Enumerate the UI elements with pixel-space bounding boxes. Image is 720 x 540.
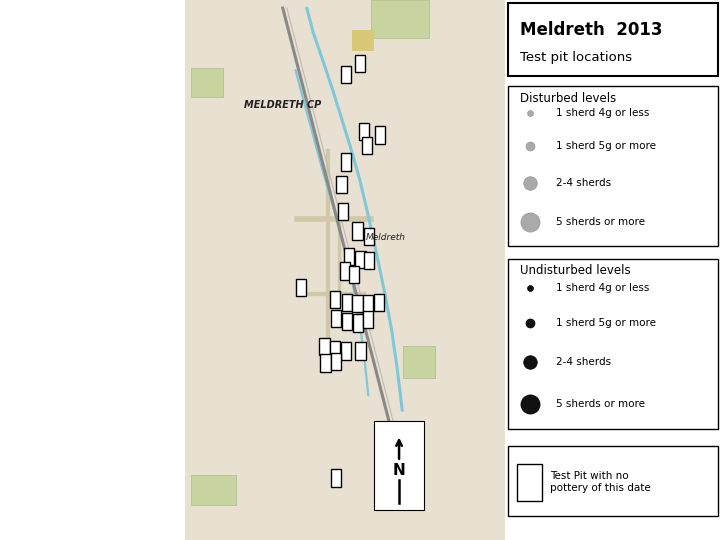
Bar [338, 203, 348, 220]
Point [524, 357, 536, 366]
Text: 2-4 sherds: 2-4 sherds [556, 178, 611, 187]
Bar [352, 295, 363, 312]
Bar [330, 341, 340, 359]
Bar [330, 291, 340, 308]
Point [524, 141, 536, 150]
Bar [374, 294, 384, 311]
Text: MELDRETH CP: MELDRETH CP [244, 100, 322, 110]
Bar [349, 266, 359, 283]
Bar [340, 262, 351, 280]
Bar [356, 251, 366, 268]
Bar [342, 294, 352, 311]
Bar [336, 176, 346, 193]
Bar [351, 30, 374, 51]
Bar [344, 248, 354, 265]
Bar [359, 123, 369, 140]
Bar [342, 313, 352, 330]
Text: 5 sherds or more: 5 sherds or more [556, 218, 645, 227]
Text: 2-4 sherds: 2-4 sherds [556, 357, 611, 367]
Text: Meldreth: Meldreth [366, 233, 406, 242]
Bar [341, 66, 351, 83]
Text: 1 sherd 5g or more: 1 sherd 5g or more [556, 141, 656, 151]
Bar [374, 126, 385, 144]
Bar [352, 222, 363, 240]
Bar [354, 55, 365, 72]
Bar [330, 310, 341, 327]
Text: Undisturbed levels: Undisturbed levels [521, 264, 631, 276]
Bar [363, 311, 374, 328]
Bar [508, 3, 718, 76]
Bar [341, 342, 351, 360]
Text: 5 sherds or more: 5 sherds or more [556, 399, 645, 409]
Point [524, 218, 536, 227]
Text: N: N [392, 463, 405, 478]
Text: Meldreth  2013: Meldreth 2013 [521, 21, 663, 39]
Bar [320, 354, 330, 372]
Bar [403, 346, 435, 378]
Text: Test Pit with no
pottery of this date: Test Pit with no pottery of this date [551, 471, 652, 493]
Bar [364, 228, 374, 245]
Bar [363, 295, 374, 312]
Text: 1 sherd 4g or less: 1 sherd 4g or less [556, 109, 649, 118]
Point [524, 178, 536, 187]
Bar [356, 342, 366, 360]
Bar [331, 469, 341, 487]
Bar [341, 153, 351, 171]
Point [524, 284, 536, 292]
Bar [362, 137, 372, 154]
Bar [296, 279, 306, 296]
Bar [371, 0, 428, 38]
Point [524, 109, 536, 118]
Text: 1 sherd 5g or more: 1 sherd 5g or more [556, 318, 656, 328]
Text: 1 sherd 4g or less: 1 sherd 4g or less [556, 283, 649, 293]
Bar [353, 314, 363, 332]
Bar [192, 475, 236, 505]
Text: Test pit locations: Test pit locations [521, 51, 633, 64]
Bar [192, 68, 223, 97]
Point [524, 319, 536, 327]
Bar [374, 421, 424, 510]
Point [524, 400, 536, 408]
Text: Disturbed levels: Disturbed levels [521, 92, 617, 105]
Bar [508, 259, 718, 429]
Bar [508, 86, 718, 246]
Bar [517, 464, 542, 501]
Bar [364, 252, 374, 269]
Bar [508, 446, 718, 516]
Bar [319, 338, 330, 355]
Bar [331, 353, 341, 370]
